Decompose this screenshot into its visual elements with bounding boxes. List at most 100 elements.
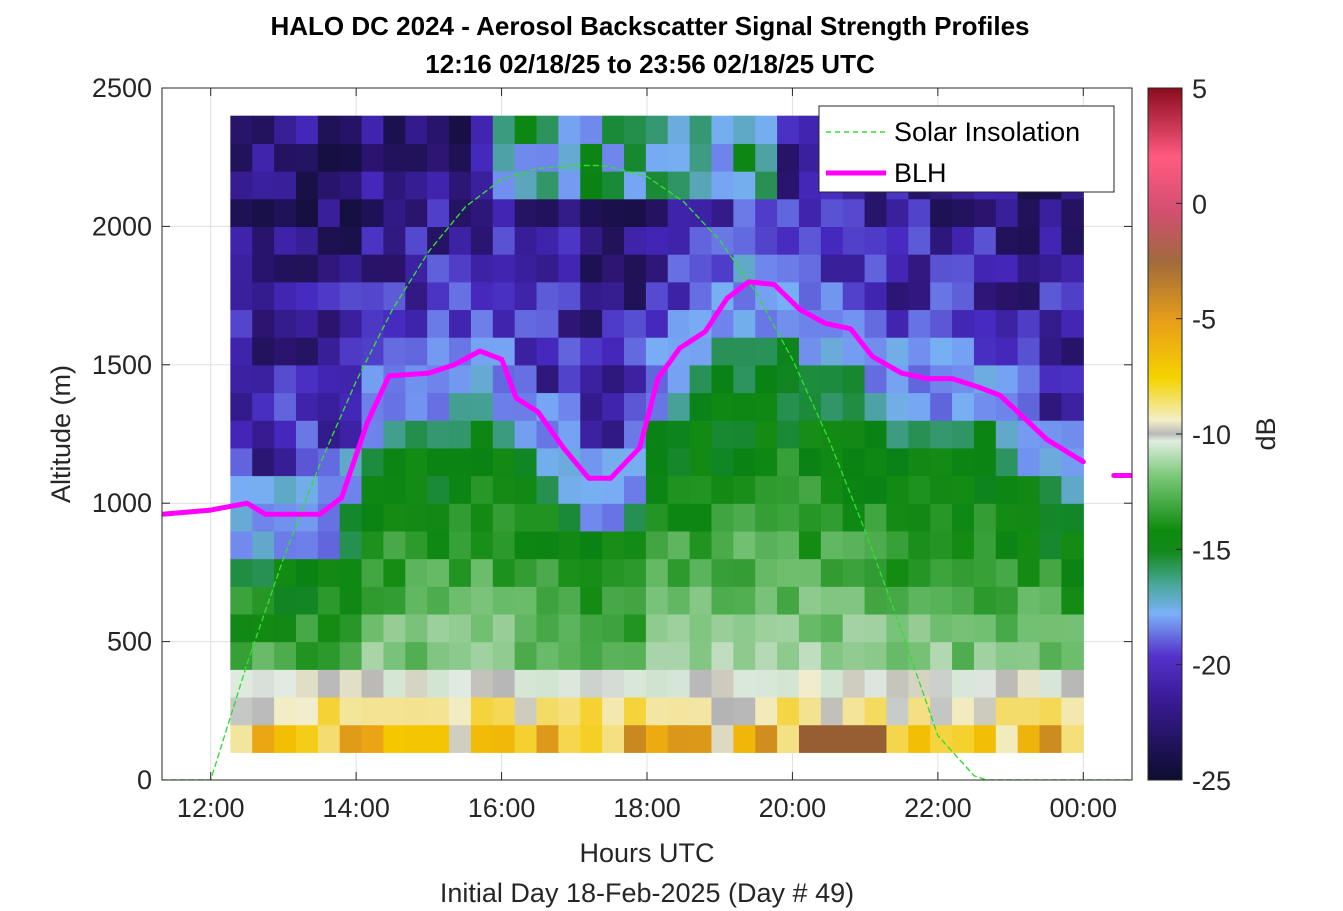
heatmap-cell bbox=[930, 226, 953, 255]
heatmap-cell bbox=[580, 641, 603, 670]
heatmap-cell bbox=[536, 641, 560, 670]
heatmap-cell bbox=[645, 696, 669, 726]
heatmap-cell bbox=[295, 171, 319, 200]
heatmap-cell bbox=[733, 115, 756, 144]
colorbar-tick-label: -15 bbox=[1192, 535, 1231, 565]
heatmap-cell bbox=[842, 226, 866, 255]
heatmap-cell bbox=[470, 613, 494, 643]
heatmap-cell bbox=[1039, 337, 1063, 366]
heatmap-cell bbox=[1017, 475, 1041, 504]
heatmap-cell bbox=[492, 171, 516, 200]
heatmap-cell bbox=[514, 364, 538, 394]
heatmap-cell bbox=[405, 254, 428, 283]
heatmap-cell bbox=[733, 392, 756, 421]
heatmap-cell bbox=[580, 447, 603, 477]
heatmap-cell bbox=[274, 503, 297, 532]
heatmap-cell bbox=[492, 143, 516, 172]
heatmap-cell bbox=[252, 337, 275, 366]
heatmap-cell bbox=[1039, 696, 1063, 726]
heatmap-cell bbox=[492, 420, 516, 449]
heatmap-cell bbox=[886, 337, 909, 366]
heatmap-cell bbox=[1017, 309, 1041, 338]
heatmap-cell bbox=[973, 281, 997, 311]
heatmap-cell bbox=[274, 198, 297, 227]
heatmap-cell bbox=[339, 503, 363, 532]
heatmap-cell bbox=[514, 613, 538, 643]
heatmap-cell bbox=[733, 337, 756, 366]
heatmap-cell bbox=[449, 420, 472, 449]
heatmap-cell bbox=[383, 613, 406, 643]
heatmap-cell bbox=[317, 558, 341, 587]
heatmap-cell bbox=[252, 309, 275, 338]
heatmap-cell bbox=[514, 171, 538, 200]
heatmap-cell bbox=[230, 171, 253, 200]
heatmap-cell bbox=[405, 143, 428, 172]
heatmap-cell bbox=[274, 143, 297, 172]
heatmap-cell bbox=[798, 641, 822, 670]
heatmap-cell bbox=[449, 613, 472, 643]
heatmap-cell bbox=[1039, 530, 1063, 560]
heatmap-cell bbox=[361, 309, 385, 338]
heatmap-cell bbox=[711, 364, 734, 394]
heatmap-cell bbox=[405, 641, 428, 670]
heatmap-cell bbox=[1017, 337, 1041, 366]
heatmap-cell bbox=[317, 669, 341, 698]
heatmap-cell bbox=[798, 475, 822, 504]
heatmap-cell bbox=[470, 558, 494, 587]
heatmap-cell bbox=[777, 226, 800, 255]
heatmap-cell bbox=[514, 226, 538, 255]
heatmap-cell bbox=[645, 226, 669, 255]
heatmap-cell bbox=[405, 613, 428, 643]
heatmap-cell bbox=[798, 254, 822, 283]
heatmap-cell bbox=[1061, 558, 1084, 587]
legend-blh-label: BLH bbox=[894, 158, 947, 188]
heatmap-cell bbox=[864, 475, 888, 504]
heatmap-cell bbox=[973, 420, 997, 449]
heatmap-cell bbox=[1039, 669, 1063, 698]
heatmap-cell bbox=[230, 503, 253, 532]
heatmap-cell bbox=[973, 309, 997, 338]
heatmap-cell bbox=[798, 558, 822, 587]
heatmap-cell bbox=[952, 309, 975, 338]
heatmap-cell bbox=[252, 171, 275, 200]
heatmap-cell bbox=[536, 558, 560, 587]
heatmap-cell bbox=[733, 171, 756, 200]
heatmap-cell bbox=[667, 115, 691, 144]
heatmap-cell bbox=[755, 420, 778, 449]
heatmap-cell bbox=[361, 254, 385, 283]
legend: Solar Insolation BLH bbox=[818, 105, 1115, 193]
heatmap-cell bbox=[711, 337, 734, 366]
heatmap-cell bbox=[383, 392, 406, 421]
heatmap-cell bbox=[339, 337, 363, 366]
heatmap-cell bbox=[973, 198, 997, 227]
heatmap-cell bbox=[930, 198, 953, 227]
heatmap-cell bbox=[274, 669, 297, 698]
heatmap-cell bbox=[580, 420, 603, 449]
heatmap-cell bbox=[777, 364, 800, 394]
heatmap-cell bbox=[689, 198, 713, 227]
heatmap-cell bbox=[930, 392, 953, 421]
heatmap-cell bbox=[449, 392, 472, 421]
heatmap-cell bbox=[449, 669, 472, 698]
heatmap-cell bbox=[536, 613, 560, 643]
heatmap-cell bbox=[995, 337, 1019, 366]
heatmap-cell bbox=[908, 447, 931, 477]
heatmap-cell bbox=[952, 337, 975, 366]
heatmap-cell bbox=[777, 447, 800, 477]
x-tick-label: 00:00 bbox=[1049, 793, 1117, 823]
heatmap-cell bbox=[383, 143, 406, 172]
heatmap-cell bbox=[383, 669, 406, 698]
heatmap-cell bbox=[317, 198, 341, 227]
heatmap-cell bbox=[755, 309, 778, 338]
heatmap-cell bbox=[995, 364, 1019, 394]
heatmap-cell bbox=[558, 669, 581, 698]
heatmap-cell bbox=[470, 171, 494, 200]
heatmap-cell bbox=[820, 475, 844, 504]
heatmap-cell bbox=[886, 475, 909, 504]
heatmap-cell bbox=[361, 724, 385, 753]
heatmap-cell bbox=[427, 337, 450, 366]
heatmap-cell bbox=[842, 558, 866, 587]
heatmap-cell bbox=[1061, 447, 1084, 477]
heatmap-cell bbox=[820, 226, 844, 255]
heatmap-cell bbox=[667, 503, 691, 532]
